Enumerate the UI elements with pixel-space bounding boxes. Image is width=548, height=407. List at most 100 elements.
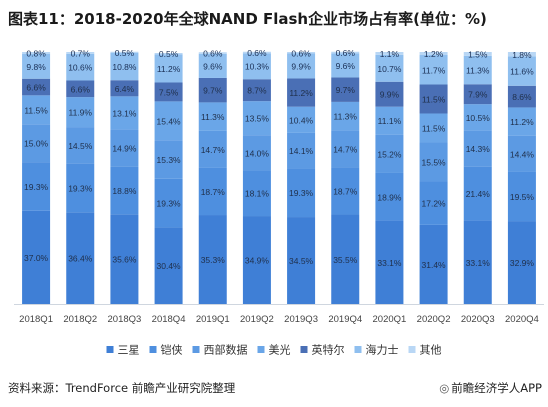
x-tick-label-2020q2: 2020Q2 (417, 314, 451, 325)
bar-segment-2018q2-s4 (66, 80, 95, 98)
bar-segment-2020q2-s1 (419, 181, 448, 225)
data-label-2019q3-s3: 10.4% (289, 115, 314, 125)
bar-segment-2019q1-s1 (198, 167, 227, 216)
data-label-2018q3-s3: 13.1% (112, 108, 137, 118)
data-label-2020q3-s4: 7.9% (468, 90, 488, 100)
bar-segment-2019q4-s0 (331, 214, 360, 304)
bar-segment-2019q4-s3 (331, 101, 360, 131)
legend-label-4: 英特尔 (312, 343, 345, 357)
data-label-2020q4-s3: 11.2% (510, 117, 534, 127)
data-label-2019q2-s6: 0.6% (247, 48, 267, 58)
bar-segment-2018q4-s1 (154, 178, 183, 228)
data-label-2020q1-s0: 33.1% (377, 258, 402, 268)
legend-item-2: 西部数据 (192, 343, 248, 357)
data-label-2020q1-s1: 18.9% (377, 192, 402, 202)
bar-segment-2018q2-s6 (66, 52, 95, 54)
data-label-2019q4-s2: 14.7% (333, 144, 358, 154)
bar-segment-2019q3-s5 (287, 53, 316, 79)
data-label-2018q1-s4: 6.6% (26, 83, 46, 93)
bar-segment-2018q4-s5 (154, 54, 183, 83)
bar-segment-2018q3-s5 (110, 53, 139, 81)
legend-item-5: 海力士 (354, 343, 399, 357)
bar-segment-2020q2-s6 (419, 52, 448, 56)
bar-segment-2019q3-s3 (287, 106, 316, 133)
data-label-2018q2-s6: 0.7% (71, 48, 91, 58)
bar-segment-2019q1-s3 (198, 102, 227, 131)
bar-segment-2019q4-s4 (331, 77, 360, 102)
x-axis: 2018Q1 2018Q2 2018Q3 2018Q4 2019Q1 2019Q2 2019… (14, 304, 544, 325)
bar-segment-2019q2-s6 (242, 51, 271, 54)
bar-segment-2019q4-s1 (331, 167, 360, 215)
bar-segment-2018q3-s6 (110, 51, 139, 54)
bar-segment-2019q2-s1 (242, 170, 271, 217)
x-tick-label-2018q4: 2018Q4 (152, 314, 186, 325)
bar-segment-2018q1-s3 (22, 95, 51, 125)
data-label-2018q3-s4: 6.4% (115, 84, 135, 94)
legend-label-2: 西部数据 (204, 343, 248, 357)
bar-segment-2018q1-s0 (22, 210, 51, 304)
data-label-2019q3-s1: 19.3% (289, 188, 314, 198)
data-label-2019q4-s5: 9.6% (336, 61, 356, 71)
data-label-2018q1-s6: 0.8% (26, 49, 46, 59)
bar-segment-2019q1-s2 (198, 130, 227, 168)
bar-segment-2020q3-s6 (463, 52, 492, 56)
legend-label-5: 海力士 (366, 343, 399, 357)
bar-segment-2020q4-s3 (507, 107, 536, 136)
bar-segment-2018q2-s2 (66, 127, 95, 164)
bar-segment-2020q2-s2 (419, 142, 448, 182)
x-tick-label-2020q3: 2020Q3 (461, 314, 495, 325)
camera-icon: ◎ (439, 381, 450, 395)
data-label-2018q4-s3: 15.4% (157, 116, 182, 126)
data-label-2018q4-s6: 0.5% (159, 49, 179, 59)
data-label-2018q4-s5: 11.2% (157, 64, 181, 74)
bar-segment-2020q2-s5 (419, 55, 448, 85)
bar-segment-2019q3-s6 (287, 52, 316, 54)
data-label-2020q3-s1: 21.4% (466, 189, 491, 199)
bar-segment-2018q1-s4 (22, 78, 51, 96)
data-label-2020q3-s3: 10.5% (466, 113, 491, 123)
x-tick-label-2019q1: 2019Q1 (196, 314, 230, 325)
bar-segment-2020q3-s2 (463, 130, 492, 167)
data-label-2019q1-s5: 9.6% (203, 61, 223, 71)
chart-title: 图表11：2018-2020年全球NAND Flash企业市场占有率(单位：%) (8, 10, 487, 28)
data-label-2020q2-s3: 11.5% (422, 123, 446, 133)
legend-label-3: 美光 (269, 343, 291, 357)
bar-segment-2018q1-s1 (22, 162, 51, 211)
bar-segment-2019q4-s5 (331, 53, 360, 78)
bar-segment-2020q1-s0 (375, 220, 404, 304)
data-label-2020q2-s5: 11.7% (422, 65, 446, 75)
bar-segment-2020q4-s1 (507, 171, 536, 222)
legend-item-6: 其他 (408, 344, 442, 357)
data-label-2019q1-s2: 14.7% (201, 145, 226, 155)
bars-layer (22, 51, 536, 304)
legend-item-1: 铠侠 (149, 343, 183, 357)
bar-segment-2019q3-s2 (287, 132, 316, 169)
data-label-2020q4-s5: 11.6% (510, 67, 534, 77)
data-label-2019q2-s4: 8.7% (247, 86, 267, 96)
source-note: 资料来源：TrendForce 前瞻产业研究院整理 (8, 381, 236, 395)
bar-segment-2019q1-s5 (198, 53, 227, 78)
bar-segment-2018q3-s1 (110, 166, 139, 215)
data-label-2018q2-s5: 10.6% (68, 63, 93, 73)
data-label-2019q3-s0: 34.5% (289, 256, 314, 266)
bar-segment-2018q2-s1 (66, 163, 95, 213)
legend-swatch-4 (300, 346, 308, 353)
legend-item-3: 美光 (257, 343, 291, 357)
data-label-2020q4-s0: 32.9% (510, 258, 535, 268)
data-label-2020q4-s6: 1.8% (512, 50, 532, 60)
legend-item-0: 三星 (106, 344, 140, 357)
data-label-2018q2-s2: 14.5% (68, 141, 93, 151)
bar-segment-2018q4-s6 (154, 53, 183, 55)
data-label-2019q3-s4: 11.2% (289, 88, 313, 98)
bar-segment-2018q1-s5 (22, 54, 51, 79)
bar-segment-2020q4-s5 (507, 56, 536, 86)
brand-name: 前瞻经济学人APP (451, 381, 542, 395)
data-label-2020q4-s1: 19.5% (510, 192, 535, 202)
data-label-2019q4-s1: 18.7% (333, 186, 358, 196)
bar-segment-2019q4-s6 (331, 51, 360, 54)
data-label-2019q3-s5: 9.9% (291, 61, 311, 71)
bar-segment-2018q2-s5 (66, 53, 95, 81)
x-tick-label-2019q3: 2019Q3 (284, 314, 318, 325)
data-label-2018q1-s2: 15.0% (24, 139, 49, 149)
legend-label-1: 铠侠 (161, 343, 183, 357)
